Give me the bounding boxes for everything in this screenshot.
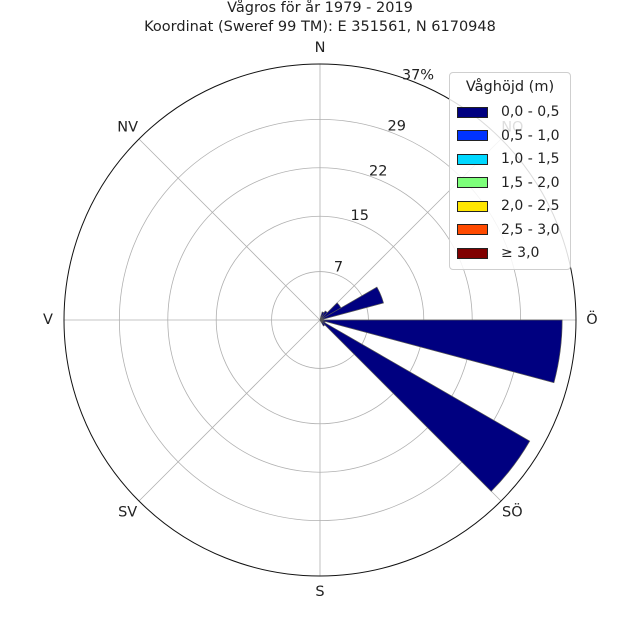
legend-swatch bbox=[457, 130, 488, 141]
radial-tick-label-1: 15 bbox=[350, 208, 368, 224]
legend-item-3: 1,5 - 2,0 bbox=[457, 173, 559, 193]
legend-swatch bbox=[457, 177, 488, 188]
radial-tick-label-3: 29 bbox=[388, 119, 406, 135]
direction-label-5: SV bbox=[118, 504, 137, 520]
radial-tick-label-4: 37% bbox=[402, 67, 434, 83]
direction-label-2: Ö bbox=[586, 310, 597, 328]
legend-swatch bbox=[457, 106, 488, 118]
legend-item-1: 0,5 - 1,0 bbox=[457, 126, 559, 146]
legend-item-6: ≥ 3,0 bbox=[457, 243, 539, 263]
legend: Våghöjd (m) 0,0 - 0,5 0,5 - 1,0 1,0 - 1,5 1… bbox=[449, 72, 571, 270]
legend-swatch bbox=[457, 224, 488, 235]
direction-label-3: SÖ bbox=[502, 502, 523, 520]
sector-bar-8 bbox=[319, 319, 326, 327]
legend-label: 0,0 - 0,5 bbox=[501, 104, 560, 120]
legend-label: 2,5 - 3,0 bbox=[501, 221, 560, 238]
sector-bar-3 bbox=[319, 286, 384, 321]
radial-tick-labels: 7 15 22 29 37% bbox=[334, 67, 434, 275]
chart-subtitle: Koordinat (Sweref 99 TM): E 351561, N 61… bbox=[144, 19, 496, 35]
legend-item-5: 2,5 - 3,0 bbox=[457, 220, 559, 240]
grid-spoke-5 bbox=[138, 319, 321, 502]
outer-circle bbox=[63, 63, 577, 577]
legend-item-4: 2,0 - 2,5 bbox=[457, 196, 559, 216]
legend-item-0: 0,0 - 0,5 bbox=[457, 102, 559, 122]
direction-label-4: S bbox=[315, 584, 324, 600]
radial-tick-label-0: 7 bbox=[334, 259, 343, 275]
sector-bar-7 bbox=[319, 319, 531, 492]
legend-label: 2,0 - 2,5 bbox=[501, 198, 560, 214]
direction-label-7: NV bbox=[117, 120, 138, 136]
sector-bars bbox=[319, 286, 563, 492]
legend-label: ≥ 3,0 bbox=[501, 245, 540, 261]
legend-label: 0,5 - 1,0 bbox=[501, 127, 560, 144]
polar-frame bbox=[63, 63, 577, 577]
direction-label-0: N bbox=[315, 40, 326, 56]
direction-label-6: V bbox=[43, 312, 53, 328]
radial-tick-label-2: 22 bbox=[369, 163, 387, 179]
legend-label: 1,0 - 1,5 bbox=[501, 151, 560, 167]
legend-swatch bbox=[457, 153, 488, 165]
legend-title: Våghöjd (m) bbox=[465, 79, 555, 95]
chart-title: Vågros för år 1979 - 2019 bbox=[227, 0, 413, 16]
legend-swatch bbox=[457, 200, 488, 212]
legend-label: 1,5 - 2,0 bbox=[501, 174, 560, 191]
legend-swatch bbox=[457, 247, 488, 259]
sector-bar-5 bbox=[319, 319, 563, 384]
grid-spoke-7 bbox=[138, 138, 321, 321]
legend-item-2: 1,0 - 1,5 bbox=[457, 149, 559, 169]
